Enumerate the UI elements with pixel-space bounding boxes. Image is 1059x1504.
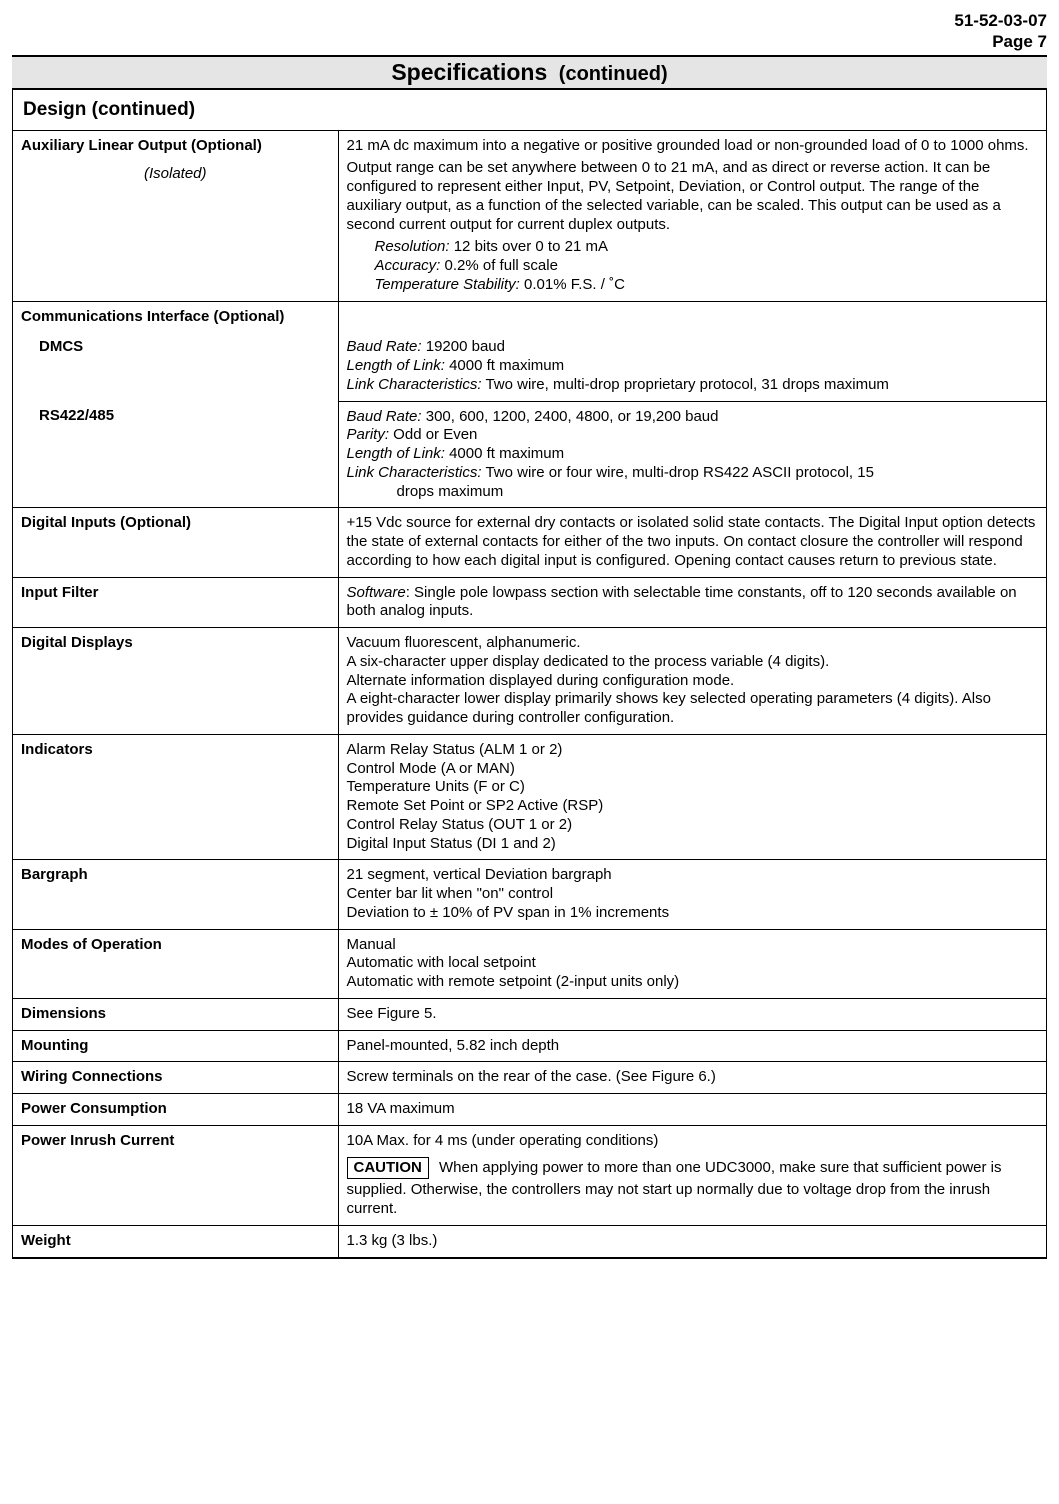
rs-par: Parity: Odd or Even <box>347 426 1039 445</box>
disp-text: Vacuum fluorescent, alphanumeric. A six-… <box>338 628 1046 735</box>
aux-label-cell: Auxiliary Linear Output (Optional) (Isol… <box>13 131 338 302</box>
comm-head-empty <box>338 301 1046 332</box>
title-bar: Specifications (continued) <box>12 55 1047 90</box>
dmcs-value-cell: Baud Rate: 19200 baud Length of Link: 40… <box>338 332 1046 401</box>
ind-label: Indicators <box>13 734 338 860</box>
row-digital-inputs: Digital Inputs (Optional) +15 Vdc source… <box>13 508 1046 577</box>
weight-label: Weight <box>13 1225 338 1257</box>
pcons-text: 18 VA maximum <box>338 1094 1046 1126</box>
modes-text: Manual Automatic with local setpoint Aut… <box>338 929 1046 998</box>
page-number: Page 7 <box>12 31 1047 52</box>
row-rs422: RS422/485 Baud Rate: 300, 600, 1200, 240… <box>13 401 1046 508</box>
rs-lc: Link Characteristics: Two wire or four w… <box>347 464 1039 483</box>
modes-label: Modes of Operation <box>13 929 338 998</box>
rs-lc-cont: drops maximum <box>347 483 1039 502</box>
row-comm-head: Communications Interface (Optional) <box>13 301 1046 332</box>
row-weight: Weight 1.3 kg (3 lbs.) <box>13 1225 1046 1257</box>
bar-text: 21 segment, vertical Deviation bargraph … <box>338 860 1046 929</box>
rs-baud: Baud Rate: 300, 600, 1200, 2400, 4800, o… <box>347 408 1039 427</box>
filter-label: Input Filter <box>13 577 338 628</box>
filter-text: Software: Single pole lowpass section wi… <box>338 577 1046 628</box>
disp-label: Digital Displays <box>13 628 338 735</box>
row-mounting: Mounting Panel-mounted, 5.82 inch depth <box>13 1030 1046 1062</box>
dmcs-len: Length of Link: 4000 ft maximum <box>347 357 1039 376</box>
page: 51-52-03-07 Page 7 Specifications (conti… <box>0 0 1059 1299</box>
section-heading: Design (continued) <box>13 90 1046 131</box>
pinr-text: 10A Max. for 4 ms (under operating condi… <box>338 1125 1046 1225</box>
digin-label: Digital Inputs (Optional) <box>13 508 338 577</box>
aux-value-cell: 21 mA dc maximum into a negative or posi… <box>338 131 1046 302</box>
bar-label: Bargraph <box>13 860 338 929</box>
dim-label: Dimensions <box>13 998 338 1030</box>
row-aux: Auxiliary Linear Output (Optional) (Isol… <box>13 131 1046 302</box>
rs-label: RS422/485 <box>21 407 114 426</box>
doc-code: 51-52-03-07 <box>12 10 1047 31</box>
row-dimensions: Dimensions See Figure 5. <box>13 998 1046 1030</box>
aux-p2: Output range can be set anywhere between… <box>347 159 1039 234</box>
pcons-label: Power Consumption <box>13 1094 338 1126</box>
wire-text: Screw terminals on the rear of the case.… <box>338 1062 1046 1094</box>
ind-text: Alarm Relay Status (ALM 1 or 2) Control … <box>338 734 1046 860</box>
rs-len: Length of Link: 4000 ft maximum <box>347 445 1039 464</box>
spec-table-wrapper: Design (continued) Auxiliary Linear Outp… <box>12 90 1047 1259</box>
title-main: Specifications <box>391 59 547 85</box>
row-power-consumption: Power Consumption 18 VA maximum <box>13 1094 1046 1126</box>
mount-text: Panel-mounted, 5.82 inch depth <box>338 1030 1046 1062</box>
wire-label: Wiring Connections <box>13 1062 338 1094</box>
row-indicators: Indicators Alarm Relay Status (ALM 1 or … <box>13 734 1046 860</box>
row-modes: Modes of Operation Manual Automatic with… <box>13 929 1046 998</box>
spec-table: Auxiliary Linear Output (Optional) (Isol… <box>13 131 1046 1258</box>
digin-text: +15 Vdc source for external dry contacts… <box>338 508 1046 577</box>
aux-res: Resolution: 12 bits over 0 to 21 mA <box>347 238 1039 257</box>
aux-isolated: (Isolated) <box>21 165 330 184</box>
caution-badge: CAUTION <box>347 1157 429 1180</box>
aux-p1: 21 mA dc maximum into a negative or posi… <box>347 137 1039 156</box>
dmcs-label: DMCS <box>21 338 83 357</box>
row-power-inrush: Power Inrush Current 10A Max. for 4 ms (… <box>13 1125 1046 1225</box>
pinr-label: Power Inrush Current <box>13 1125 338 1225</box>
title-suffix: (continued) <box>553 63 667 85</box>
aux-ts: Temperature Stability: 0.01% F.S. / ˚C <box>347 276 1039 295</box>
mount-label: Mounting <box>13 1030 338 1062</box>
row-digital-displays: Digital Displays Vacuum fluorescent, alp… <box>13 628 1046 735</box>
row-wiring: Wiring Connections Screw terminals on th… <box>13 1062 1046 1094</box>
rs-label-cell: RS422/485 <box>13 401 338 508</box>
row-bargraph: Bargraph 21 segment, vertical Deviation … <box>13 860 1046 929</box>
aux-label: Auxiliary Linear Output (Optional) <box>21 137 262 154</box>
row-dmcs: DMCS Baud Rate: 19200 baud Length of Lin… <box>13 332 1046 401</box>
row-input-filter: Input Filter Software: Single pole lowpa… <box>13 577 1046 628</box>
comm-head: Communications Interface (Optional) <box>13 301 338 332</box>
weight-text: 1.3 kg (3 lbs.) <box>338 1225 1046 1257</box>
dmcs-baud: Baud Rate: 19200 baud <box>347 338 1039 357</box>
aux-acc: Accuracy: 0.2% of full scale <box>347 257 1039 276</box>
dmcs-lc: Link Characteristics: Two wire, multi-dr… <box>347 376 1039 395</box>
rs-value-cell: Baud Rate: 300, 600, 1200, 2400, 4800, o… <box>338 401 1046 508</box>
caution-line: CAUTION When applying power to more than… <box>347 1151 1039 1219</box>
dim-text: See Figure 5. <box>338 998 1046 1030</box>
header-code: 51-52-03-07 Page 7 <box>12 10 1047 55</box>
dmcs-label-cell: DMCS <box>13 332 338 401</box>
